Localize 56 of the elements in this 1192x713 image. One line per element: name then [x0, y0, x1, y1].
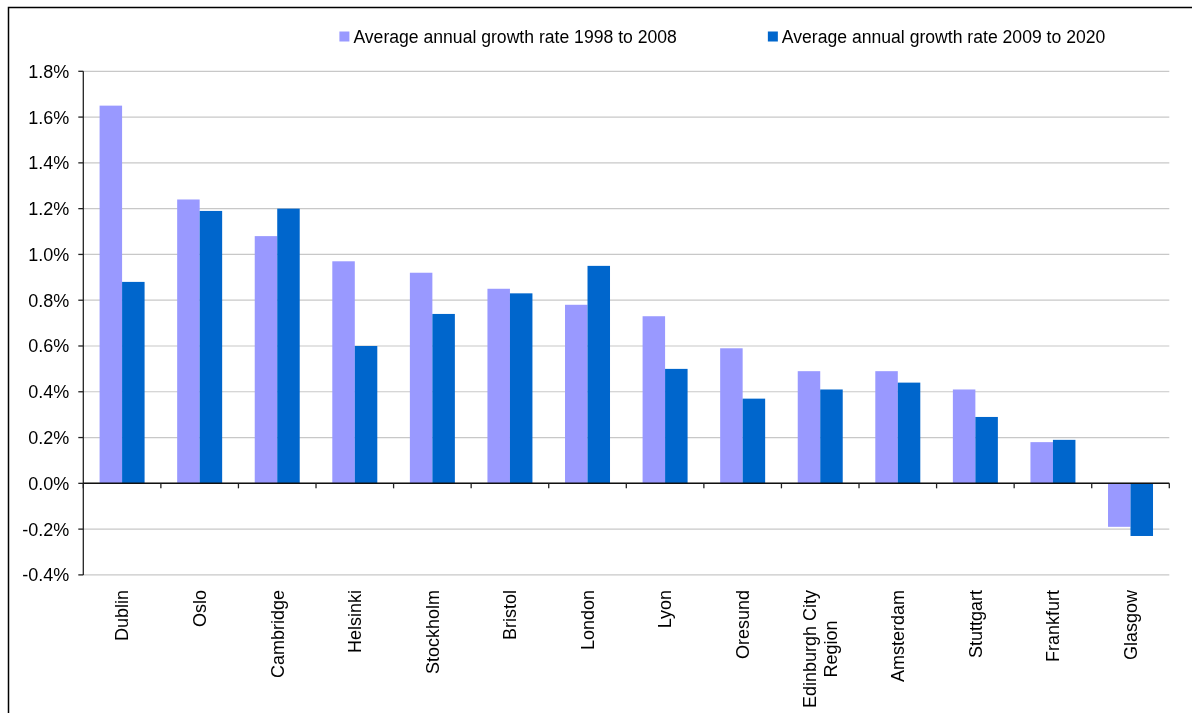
x-tick-label: London [577, 589, 598, 650]
bar [354, 345, 378, 484]
bar [897, 382, 921, 484]
y-tick-label: 0.2% [28, 428, 70, 449]
bar [409, 272, 433, 484]
bar [642, 316, 666, 484]
bar [952, 389, 976, 484]
bar [875, 371, 898, 484]
bar [820, 389, 843, 484]
y-tick-label: -0.2% [22, 519, 70, 540]
y-tick-label: 0.4% [28, 382, 70, 403]
x-tick-label: Frankfurt [1043, 589, 1064, 662]
y-tick-label: 1.6% [28, 107, 70, 128]
x-tick-label: Glasgow [1120, 588, 1141, 660]
bar [122, 281, 145, 484]
x-tick-label: Cambridge [267, 589, 288, 678]
bar [432, 313, 455, 484]
bar [199, 210, 223, 484]
x-tick-label: Oslo [189, 589, 210, 627]
bar [509, 293, 533, 484]
legend-label: Average annual growth rate 2009 to 2020 [781, 26, 1106, 47]
x-tick-label: Bristol [500, 589, 521, 640]
y-tick-label: 0.6% [28, 336, 70, 357]
bar [277, 208, 300, 484]
x-tick-label: Stockholm [422, 589, 443, 674]
bar [587, 265, 611, 484]
bar [332, 261, 355, 484]
x-tick-label: Amsterdam [888, 589, 909, 682]
y-tick-label: 1.0% [28, 244, 70, 265]
x-tick-label: Lyon [655, 589, 676, 629]
x-tick-label: Stuttgart [965, 589, 986, 658]
bar [1052, 439, 1076, 484]
y-tick-label: 1.2% [28, 199, 70, 220]
y-tick-label: 0.0% [28, 473, 70, 494]
bar [1130, 483, 1154, 536]
bar [665, 368, 688, 484]
legend-label: Average annual growth rate 1998 to 2008 [353, 26, 678, 47]
bar [742, 398, 766, 484]
bar [720, 348, 743, 484]
bar [1108, 483, 1131, 527]
x-tick-label: Oresund [732, 589, 753, 659]
bar [254, 236, 278, 484]
y-tick-label: 1.8% [28, 61, 70, 82]
bar [99, 105, 123, 484]
x-tick-label: Edinburgh City Region [800, 589, 841, 708]
bar [1030, 442, 1053, 484]
bar [565, 304, 588, 484]
bar [975, 416, 998, 484]
bar [177, 199, 200, 484]
y-tick-label: -0.4% [22, 565, 70, 586]
x-tick-label: Dublin [112, 589, 133, 641]
x-tick-label: Helsinki [345, 589, 366, 653]
bar [487, 288, 510, 484]
bar [797, 371, 821, 484]
y-tick-label: 1.4% [28, 153, 70, 174]
y-tick-label: 0.8% [28, 290, 70, 311]
